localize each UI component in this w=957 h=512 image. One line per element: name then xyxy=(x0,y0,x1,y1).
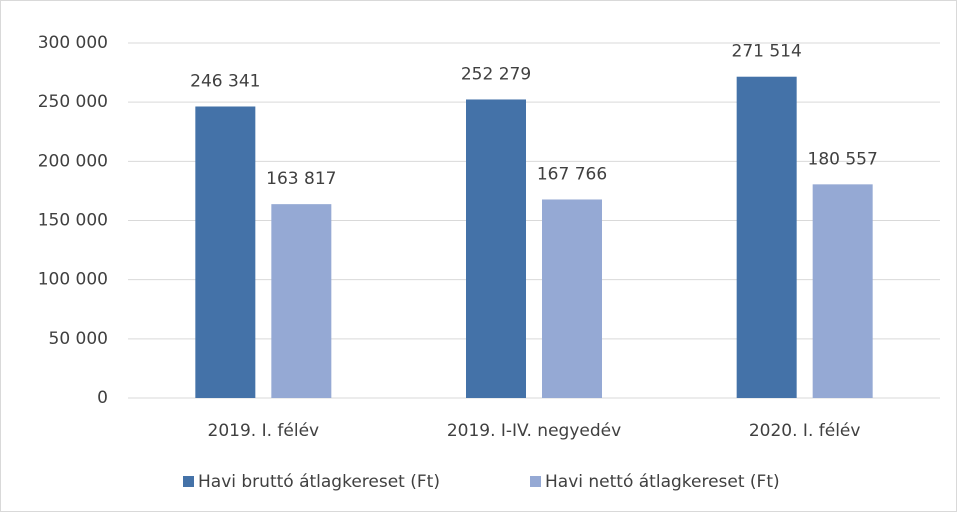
legend-label: Havi bruttó átlagkereset (Ft) xyxy=(198,472,440,492)
data-label: 246 341 xyxy=(190,71,260,91)
bar xyxy=(542,199,602,398)
bar xyxy=(195,106,256,398)
bar xyxy=(736,76,797,398)
bar xyxy=(271,204,332,398)
y-tick-label: 150 000 xyxy=(38,211,108,231)
y-tick-label: 0 xyxy=(97,388,108,408)
data-label: 252 279 xyxy=(461,64,531,84)
y-tick-label: 200 000 xyxy=(38,151,108,171)
y-tick-label: 50 000 xyxy=(49,329,108,349)
legend-swatch xyxy=(530,476,541,487)
bar xyxy=(812,184,873,398)
data-label: 163 817 xyxy=(266,169,336,189)
legend-label: Havi nettó átlagkereset (Ft) xyxy=(545,472,780,492)
y-tick-label: 300 000 xyxy=(38,33,108,53)
x-tick-label: 2019. I-IV. negyedév xyxy=(447,421,621,441)
bar xyxy=(466,99,526,398)
y-tick-label: 100 000 xyxy=(38,270,108,290)
data-label: 180 557 xyxy=(808,149,878,169)
y-tick-label: 250 000 xyxy=(38,92,108,112)
data-label: 271 514 xyxy=(732,42,802,62)
x-tick-label: 2019. I. félév xyxy=(208,421,320,441)
legend-swatch xyxy=(183,476,194,487)
x-tick-label: 2020. I. félév xyxy=(749,421,861,441)
data-label: 167 766 xyxy=(537,164,607,184)
